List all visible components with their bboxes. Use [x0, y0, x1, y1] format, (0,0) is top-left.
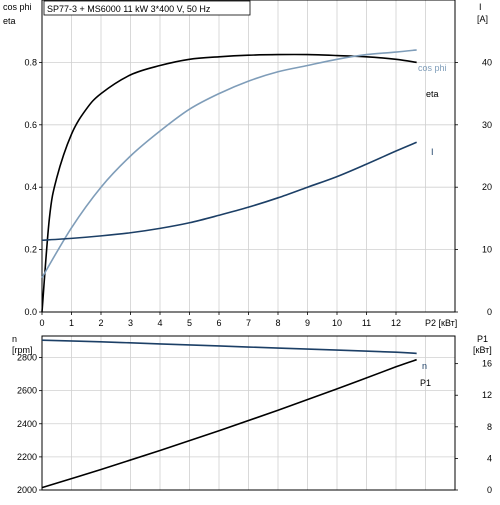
left-tick-label: 0.4: [24, 182, 37, 192]
x-axis-label: P2 [кВт]: [425, 318, 457, 328]
series-label-i: I: [431, 147, 434, 157]
bottom-right-axis-label-1: P1: [477, 334, 488, 344]
right-tick-label: 16: [482, 359, 492, 369]
series-line-eta: [41, 53, 417, 313]
x-tick-label: 7: [246, 318, 251, 328]
x-tick-label: 11: [362, 318, 371, 328]
right-tick-label: 40: [482, 57, 492, 67]
right-tick-label: 30: [482, 120, 492, 130]
bottom-left-axis-label-1: n: [12, 334, 17, 344]
series-label-n: n: [422, 361, 427, 371]
top-chart-grid: [42, 0, 455, 312]
top-left-axis-label-2: eta: [3, 16, 16, 26]
bottom-chart-ticks: 2000 2200 2400 2600 2800 0 4 8 12 16: [17, 353, 492, 495]
x-tick-label: 9: [305, 318, 310, 328]
x-tick-label: 0: [39, 318, 44, 328]
x-tick-label: 1: [69, 318, 74, 328]
left-tick-label: 0.0: [24, 307, 37, 317]
x-tick-label: 6: [216, 318, 221, 328]
top-right-axis-label-1: I: [479, 2, 482, 12]
left-tick-label: 0.6: [24, 120, 37, 130]
x-tick-label: 8: [275, 318, 280, 328]
chart-title: SP77-3 + MS6000 11 kW 3*400 V, 50 Hz: [47, 4, 211, 14]
right-tick-label: 12: [482, 390, 492, 400]
right-tick-label: 0: [487, 307, 492, 317]
x-tick-label: 12: [391, 318, 401, 328]
bottom-right-axis-label-2: [кВт]: [473, 345, 492, 355]
left-tick-label: 2600: [17, 386, 37, 396]
top-chart-series: [41, 49, 417, 313]
top-right-axis-label-2: [A]: [477, 14, 488, 24]
left-tick-label: 2000: [17, 485, 37, 495]
bottom-chart-series: [41, 339, 417, 489]
x-tick-label: 10: [332, 318, 342, 328]
x-tick-label: 5: [187, 318, 192, 328]
left-tick-label: 2800: [17, 353, 37, 363]
right-tick-label: 8: [487, 422, 492, 432]
x-tick-label: 2: [98, 318, 103, 328]
series-label-eta: eta: [426, 89, 439, 99]
right-tick-label: 10: [482, 245, 492, 255]
series-label-p1: P1: [420, 378, 431, 388]
series-line-cos-phi: [41, 49, 417, 279]
series-label-cos-phi: cos phi: [418, 63, 447, 73]
left-tick-label: 2200: [17, 452, 37, 462]
right-tick-label: 4: [487, 453, 492, 463]
series-line-i: [41, 141, 417, 242]
top-left-axis-label-1: cos phi: [3, 2, 32, 12]
bottom-plot-frame: [41, 335, 456, 491]
bottom-left-axis-label-2: [rpm]: [12, 345, 33, 355]
left-tick-label: 2400: [17, 419, 37, 429]
left-tick-label: 0.2: [24, 245, 37, 255]
series-line-n: [41, 339, 417, 355]
right-tick-label: 0: [487, 485, 492, 495]
x-tick-label: 3: [128, 318, 133, 328]
x-tick-label: 4: [157, 318, 162, 328]
series-line-p1: [41, 358, 417, 489]
title-box: [43, 0, 251, 16]
left-tick-label: 0.8: [24, 57, 37, 67]
right-tick-label: 20: [482, 182, 492, 192]
bottom-chart-grid: [42, 336, 455, 490]
